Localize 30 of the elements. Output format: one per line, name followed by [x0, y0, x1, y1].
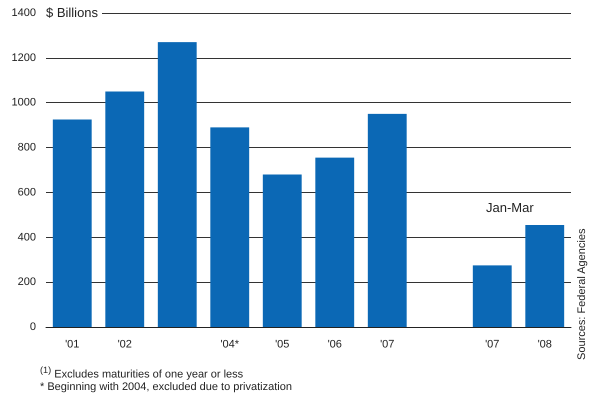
- bar: [262, 174, 302, 327]
- source-note: Sources: Federal Agencies: [576, 228, 588, 360]
- bar: [210, 127, 250, 327]
- y-tick-label: 1400: [12, 7, 36, 19]
- y-tick-label: 200: [18, 276, 36, 288]
- bar: [368, 114, 407, 327]
- y-tick-label: 1000: [12, 96, 36, 109]
- y-tick-label: 600: [18, 186, 36, 198]
- x-tick-label: '01: [65, 338, 80, 350]
- x-tick-label: '05: [275, 338, 290, 350]
- y-tick-label: 1200: [12, 52, 36, 64]
- x-tick-label: '08: [538, 338, 552, 350]
- annotation: Jan-Mar: [486, 200, 534, 215]
- bar: [472, 265, 512, 327]
- bar: [52, 120, 92, 327]
- bar: [525, 224, 564, 327]
- y-tick-label: 800: [18, 142, 36, 154]
- x-tick-label: '06: [328, 338, 342, 350]
- y-axis-title: $ Billions: [46, 5, 102, 20]
- bar: [105, 92, 144, 327]
- y-tick-label: 400: [18, 231, 36, 244]
- bar: [158, 42, 197, 327]
- text: * Beginning with 2004, excluded due to privatization: [40, 381, 292, 393]
- x-tick-label: '07: [380, 338, 394, 350]
- x-tick-label: '02: [118, 338, 132, 350]
- text: $^{(1)}$ Excludes maturities of one year or less: [40, 365, 244, 381]
- y-tick-label: 0: [30, 321, 36, 333]
- x-tick-label: '07: [485, 338, 500, 350]
- x-tick-label: '04*: [220, 338, 240, 350]
- bar: [315, 158, 354, 327]
